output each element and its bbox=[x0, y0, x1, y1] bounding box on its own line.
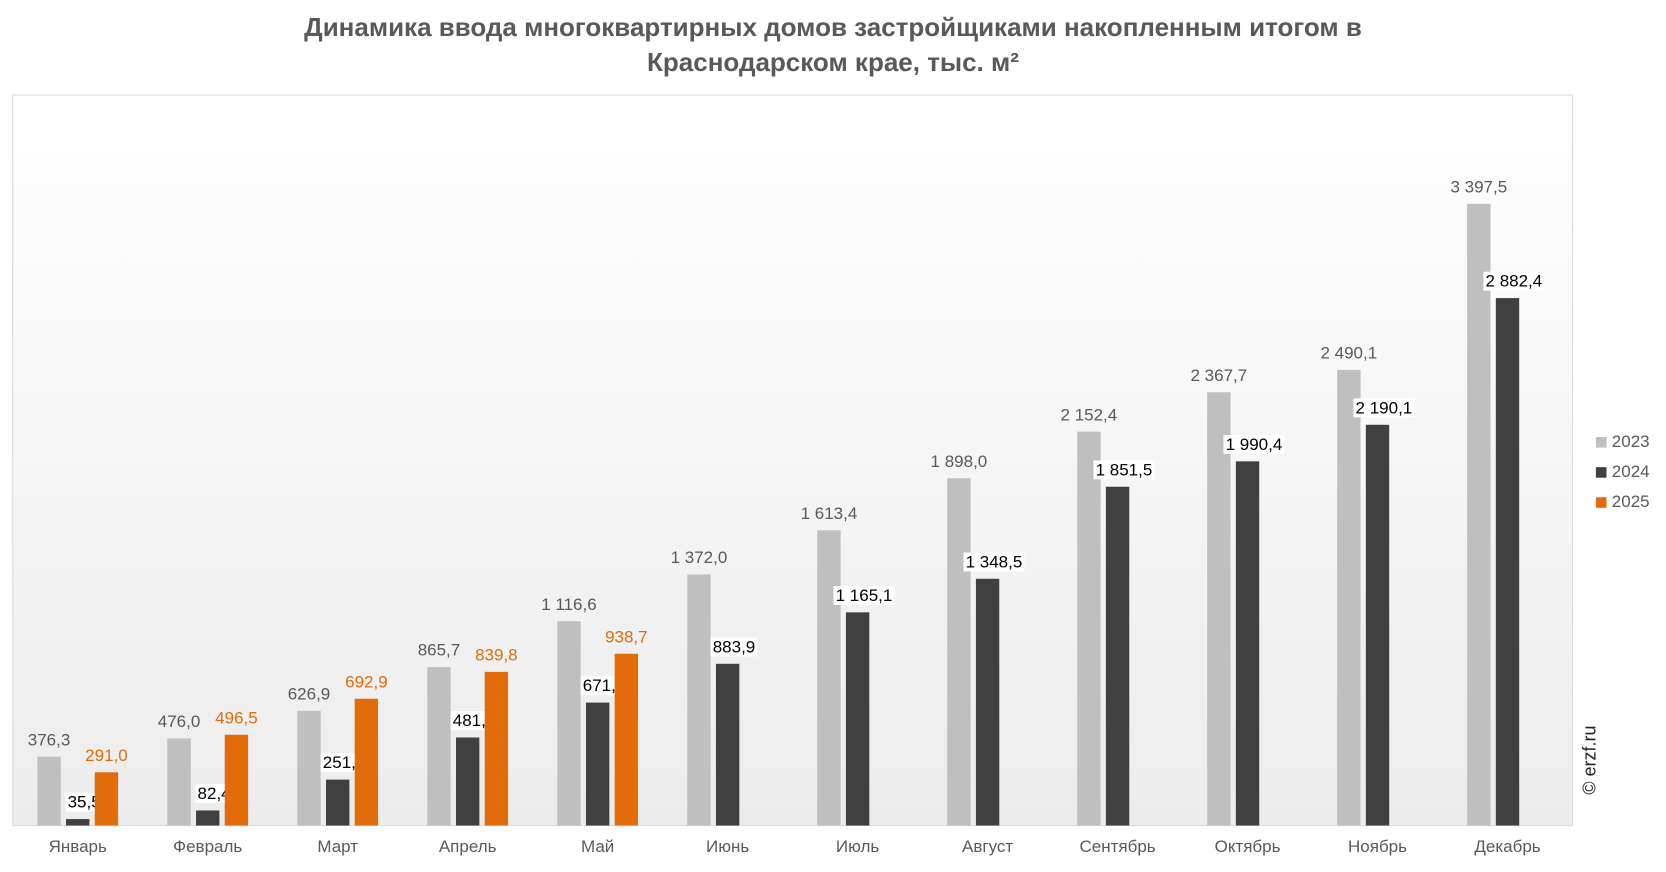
bar bbox=[66, 819, 90, 826]
bar bbox=[947, 478, 971, 826]
data-label: 2 490,1 bbox=[1320, 344, 1377, 363]
bar bbox=[1207, 392, 1231, 826]
data-label-bg bbox=[1223, 434, 1285, 454]
bar bbox=[1495, 298, 1520, 826]
plot-area bbox=[12, 94, 1574, 827]
bar bbox=[614, 653, 639, 826]
bar bbox=[326, 779, 350, 826]
data-label: 1 851,5 bbox=[1096, 460, 1153, 479]
bar bbox=[557, 621, 581, 826]
bar bbox=[715, 663, 740, 826]
data-label: 35,5 bbox=[68, 793, 101, 812]
bar bbox=[224, 734, 249, 826]
data-label: 496,5 bbox=[215, 708, 258, 727]
data-label: 839,8 bbox=[475, 646, 518, 665]
data-label: 938,7 bbox=[605, 627, 648, 646]
bar bbox=[427, 667, 451, 826]
data-label: 1 165,1 bbox=[836, 586, 893, 605]
data-label-bg bbox=[1483, 271, 1545, 291]
data-label-bg bbox=[1093, 460, 1155, 480]
data-label-bg bbox=[710, 637, 758, 657]
legend-swatch bbox=[1595, 467, 1607, 478]
data-label: 1 613,4 bbox=[801, 504, 858, 523]
x-tick-label: Сентябрь bbox=[1080, 837, 1156, 856]
bar bbox=[1105, 486, 1130, 826]
bar bbox=[167, 738, 191, 826]
bar bbox=[585, 702, 610, 826]
bar bbox=[354, 698, 379, 826]
x-tick-label: Август bbox=[962, 837, 1013, 856]
bar bbox=[1235, 461, 1260, 826]
data-label-bg bbox=[195, 784, 233, 804]
data-label: 865,7 bbox=[418, 641, 461, 660]
data-label: 82,4 bbox=[198, 784, 231, 803]
data-label: 1 990,4 bbox=[1226, 435, 1283, 454]
x-tick-label: Июль bbox=[836, 837, 880, 856]
bar bbox=[687, 574, 711, 826]
x-tick-label: Ноябрь bbox=[1348, 837, 1407, 856]
x-tick-label: Декабрь bbox=[1474, 837, 1540, 856]
data-label: 2 882,4 bbox=[1486, 272, 1543, 291]
data-label: 376,3 bbox=[28, 730, 71, 749]
data-label-bg bbox=[833, 586, 895, 605]
data-label: 476,0 bbox=[158, 712, 201, 731]
data-label: 291,0 bbox=[85, 746, 128, 765]
x-tick-label: Апрель bbox=[439, 837, 497, 856]
data-label: 3 397,5 bbox=[1450, 177, 1507, 196]
bar bbox=[845, 612, 870, 826]
legend-label: 2023 bbox=[1612, 432, 1650, 451]
bar bbox=[196, 810, 220, 826]
x-tick-label: Январь bbox=[49, 837, 107, 856]
bar bbox=[297, 710, 321, 826]
bar bbox=[975, 578, 1000, 826]
x-tick-label: Май bbox=[581, 837, 614, 856]
data-label: 883,9 bbox=[713, 637, 756, 656]
data-label: 1 898,0 bbox=[931, 452, 988, 471]
bar bbox=[817, 530, 841, 826]
legend-label: 2024 bbox=[1612, 462, 1650, 481]
data-label: 2 190,1 bbox=[1356, 398, 1413, 417]
x-tick-label: Март bbox=[317, 837, 358, 856]
data-label: 2 367,7 bbox=[1191, 366, 1248, 385]
data-label: 692,9 bbox=[345, 672, 388, 691]
data-label: 2 152,4 bbox=[1061, 405, 1118, 424]
watermark: © erzf.ru bbox=[1579, 726, 1599, 795]
data-label-bg bbox=[65, 792, 103, 812]
data-label-bg bbox=[1353, 398, 1415, 418]
legend-swatch bbox=[1595, 437, 1607, 448]
bar bbox=[484, 671, 509, 826]
data-label-bg bbox=[963, 552, 1025, 572]
x-tick-label: Июнь bbox=[706, 837, 749, 856]
x-tick-label: Октябрь bbox=[1215, 837, 1281, 856]
bar bbox=[455, 737, 480, 826]
bar bbox=[1365, 424, 1390, 826]
chart-title: Динамика ввода многоквартирных домов зас… bbox=[304, 12, 1362, 77]
bar bbox=[37, 756, 61, 826]
legend-swatch bbox=[1595, 497, 1607, 508]
legend-label: 2025 bbox=[1612, 492, 1650, 511]
x-tick-label: Февраль bbox=[173, 837, 242, 856]
bar bbox=[1337, 369, 1361, 826]
data-label: 626,9 bbox=[288, 684, 331, 703]
data-label: 1 348,5 bbox=[966, 552, 1023, 571]
bar bbox=[1467, 203, 1491, 826]
bar bbox=[1077, 431, 1101, 826]
bar bbox=[94, 772, 119, 826]
data-label: 1 116,6 bbox=[541, 595, 596, 614]
data-label: 1 372,0 bbox=[671, 548, 728, 567]
